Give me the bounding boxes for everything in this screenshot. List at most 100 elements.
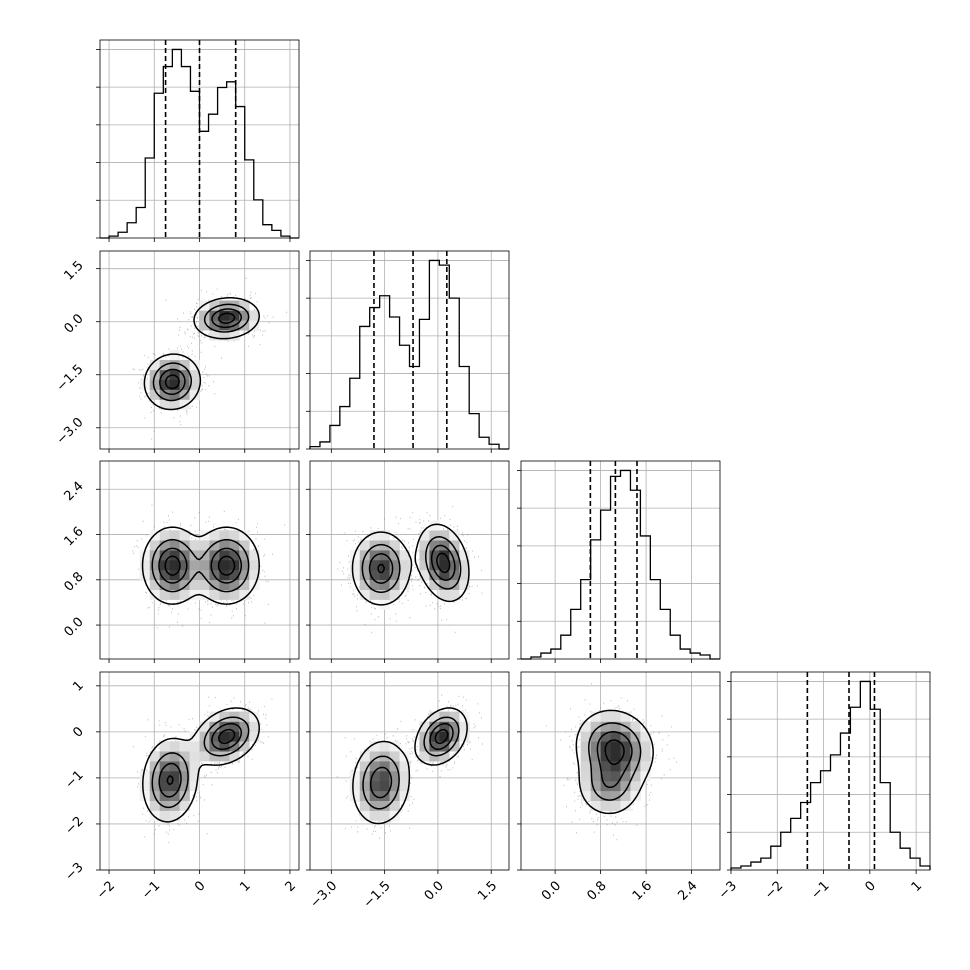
density-bin: [379, 780, 390, 792]
density-bin: [610, 780, 621, 792]
density-bin: [239, 560, 250, 571]
density-bin: [620, 800, 631, 811]
panel-frame: [309, 671, 510, 871]
x-tick-label: −1: [139, 878, 163, 902]
density-bin: [349, 560, 361, 571]
density-bin: [610, 800, 621, 811]
density-bin: [369, 810, 380, 821]
density-bin: [630, 780, 641, 792]
density-bin: [169, 399, 180, 410]
density-bin: [219, 731, 230, 742]
density-bin: [159, 530, 170, 541]
density-bin: [159, 540, 170, 551]
density-bin: [239, 711, 250, 722]
density-bin: [209, 310, 220, 321]
density-bin: [359, 540, 370, 551]
density-bin: [139, 771, 151, 782]
contour-line: [152, 303, 250, 402]
scatter-points: [132, 277, 287, 440]
density-bin: [149, 540, 160, 551]
density-bin: [640, 731, 651, 742]
density-bin: [399, 790, 410, 801]
density-bin: [419, 751, 430, 762]
density-bin: [389, 589, 400, 600]
density-bin: [159, 810, 170, 821]
y-tick-label: 2.4: [61, 479, 86, 504]
density-bin: [379, 560, 390, 571]
density-bin: [389, 540, 400, 551]
density-bin: [600, 790, 611, 801]
density-bin: [449, 579, 460, 590]
density-bin: [169, 771, 180, 782]
y-tick-label: 0.8: [61, 569, 86, 594]
density-bin: [419, 550, 430, 561]
density-bin: [359, 780, 370, 792]
density-bin: [189, 579, 200, 590]
density-bin: [580, 761, 591, 772]
density-bin: [610, 741, 621, 752]
contour-line: [351, 523, 470, 606]
contour-line: [575, 709, 654, 815]
density-bin: [169, 790, 180, 801]
density-content: [337, 505, 483, 634]
density-bin: [449, 589, 460, 600]
x-tick-label: 0: [192, 878, 208, 894]
density-bin: [630, 771, 641, 782]
y-tick-label: 1.5: [61, 258, 86, 283]
density-bin: [249, 711, 260, 722]
density-bin: [419, 569, 430, 581]
density-bin: [429, 741, 440, 752]
density-bin: [199, 550, 210, 561]
density-bin: [369, 530, 380, 541]
contour-line: [158, 547, 243, 584]
density-bin: [620, 741, 631, 752]
x-tick-label: −3: [716, 878, 740, 902]
density-bin: [379, 530, 390, 541]
density-bin: [389, 800, 400, 811]
density-bin: [239, 731, 250, 742]
density-bin: [159, 780, 170, 792]
histogram-step: [309, 259, 509, 450]
density-bin: [610, 751, 621, 762]
density-bin: [369, 771, 380, 782]
density-bin: [439, 731, 450, 742]
density-bin: [610, 790, 621, 801]
density-bin: [239, 550, 250, 561]
density-bin: [159, 800, 170, 811]
density-bin: [369, 800, 380, 811]
density-bin: [640, 741, 651, 752]
density-bin: [239, 310, 250, 321]
x-tick-label: −2: [762, 878, 786, 902]
density-panel-3-1: [306, 671, 510, 874]
density-bin: [630, 790, 641, 801]
density-bin: [590, 780, 601, 792]
density-bin: [229, 330, 240, 341]
density-bin: [159, 550, 170, 561]
histogram-panel-3: [727, 671, 931, 874]
density-bin: [189, 761, 200, 772]
density-bin: [239, 721, 250, 732]
density-bin: [369, 761, 380, 772]
density-bin: [209, 320, 220, 331]
density-bin: [209, 579, 220, 590]
y-tick-label: 0.0: [61, 311, 86, 336]
density-bin: [199, 300, 210, 311]
density-bin: [209, 731, 220, 742]
density-bin: [419, 560, 430, 571]
density-bin: [169, 560, 180, 571]
density-bin: [239, 579, 250, 590]
density-bin: [169, 780, 180, 792]
contour-line: [361, 536, 462, 594]
density-bin: [590, 741, 601, 752]
x-tick-label: 0.0: [422, 878, 447, 903]
density-bin: [349, 771, 361, 782]
density-bin: [429, 711, 440, 722]
density-bin: [620, 780, 631, 792]
density-bin: [159, 751, 170, 762]
density-bin: [149, 550, 160, 561]
density-bin: [239, 530, 250, 541]
density-bin: [219, 540, 230, 551]
density-bin: [399, 780, 410, 792]
density-bin: [219, 330, 230, 341]
